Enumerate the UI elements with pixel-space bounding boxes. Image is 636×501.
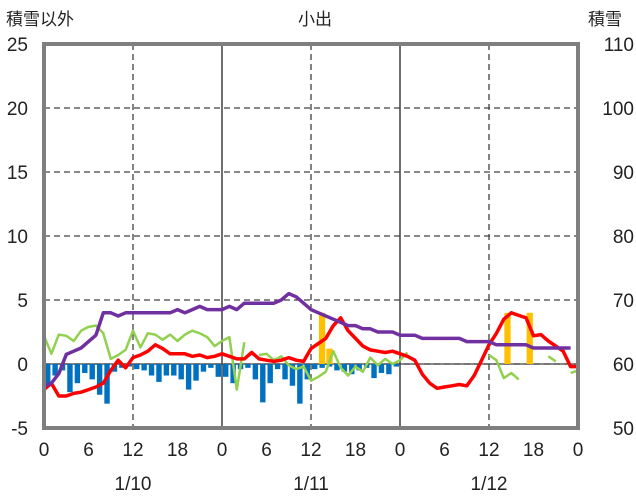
bar-blue — [260, 364, 266, 403]
right-tick-label: 60 — [613, 355, 634, 376]
left-tick-label: 15 — [7, 163, 28, 184]
series-line — [42, 311, 578, 398]
bar-blue — [171, 364, 177, 376]
x-tick-label: 0 — [573, 440, 584, 461]
series-lines — [42, 291, 579, 398]
bar-blue — [74, 364, 81, 384]
right-tick-label: 50 — [613, 419, 634, 440]
bar-blue — [96, 364, 103, 395]
x-tick-label: 12 — [122, 440, 143, 461]
bar-blue — [289, 364, 296, 386]
bar-blue — [134, 364, 140, 370]
bar-blue — [141, 364, 147, 371]
x-tick-label: 0 — [217, 440, 228, 461]
plot-frame — [42, 42, 580, 430]
bar-blue — [393, 364, 399, 367]
bar-blue — [223, 364, 229, 377]
bar-blue — [163, 364, 170, 376]
x-tick-label: 12 — [300, 440, 321, 461]
left-tick-label: 0 — [17, 355, 28, 376]
bar-blue — [252, 364, 259, 380]
bar-blue — [312, 364, 318, 370]
right-tick-label: 80 — [613, 227, 634, 248]
bar-orange — [326, 348, 333, 364]
date-label: 1/10 — [115, 474, 152, 495]
bar-blue — [208, 364, 214, 368]
series-line — [42, 324, 579, 391]
left-tick-label: -5 — [11, 419, 28, 440]
left-tick-label: 5 — [17, 291, 28, 312]
x-tick-label: 6 — [261, 440, 272, 461]
x-tick-label: 0 — [39, 440, 50, 461]
bar-blue — [274, 364, 281, 370]
bar-blue — [356, 364, 362, 371]
bar-blue — [245, 364, 251, 368]
bar-blue — [319, 364, 325, 368]
x-tick-label: 18 — [523, 440, 544, 461]
bar-blue — [326, 364, 333, 367]
series-line — [43, 291, 571, 389]
bar-blue — [156, 364, 162, 382]
bar-blue — [178, 364, 184, 380]
date-label: 1/12 — [471, 474, 508, 495]
bar-orange — [526, 312, 533, 364]
right-tick-label: 90 — [613, 163, 634, 184]
bar-blue — [267, 364, 273, 384]
x-tick-label: 0 — [395, 440, 406, 461]
bar-blue — [341, 364, 348, 372]
bar-blue — [104, 364, 110, 404]
x-tick-label: 18 — [167, 440, 188, 461]
right-axis-label: 積雪 — [588, 10, 622, 30]
bar-blue — [200, 364, 207, 372]
bar-blue — [297, 364, 303, 404]
bar-blue — [230, 364, 236, 384]
bar-blue — [82, 364, 88, 373]
bar-blue — [371, 364, 377, 379]
x-tick-label: 18 — [345, 440, 366, 461]
bar-blue — [282, 364, 288, 380]
date-label: 1/11 — [293, 474, 329, 495]
right-tick-label: 100 — [602, 99, 634, 120]
bar-blue — [378, 364, 385, 373]
bar-blue — [215, 364, 221, 377]
bar-blue — [193, 364, 199, 381]
bar-blue — [67, 364, 73, 393]
x-tick-label: 6 — [83, 440, 94, 461]
bar-blue — [52, 364, 58, 376]
bar-blue — [89, 364, 95, 380]
left-tick-label: 10 — [7, 227, 28, 248]
right-tick-label: 110 — [604, 35, 634, 56]
right-tick-label: 70 — [613, 291, 634, 312]
bar-blue — [148, 364, 155, 376]
grid-lines — [44, 44, 578, 428]
x-tick-label: 6 — [439, 440, 450, 461]
bar-blue — [45, 364, 51, 386]
left-tick-label: 25 — [7, 35, 28, 56]
left-axis-label: 積雪以外 — [6, 10, 74, 30]
bar-orange — [504, 312, 511, 364]
bar-orange — [318, 312, 326, 364]
bar-blue — [185, 364, 192, 390]
chart-title: 小出 — [298, 10, 332, 30]
bar-blue — [386, 364, 392, 375]
x-tick-label: 12 — [478, 440, 499, 461]
bar-blue — [334, 364, 340, 371]
left-tick-label: 20 — [7, 99, 28, 120]
